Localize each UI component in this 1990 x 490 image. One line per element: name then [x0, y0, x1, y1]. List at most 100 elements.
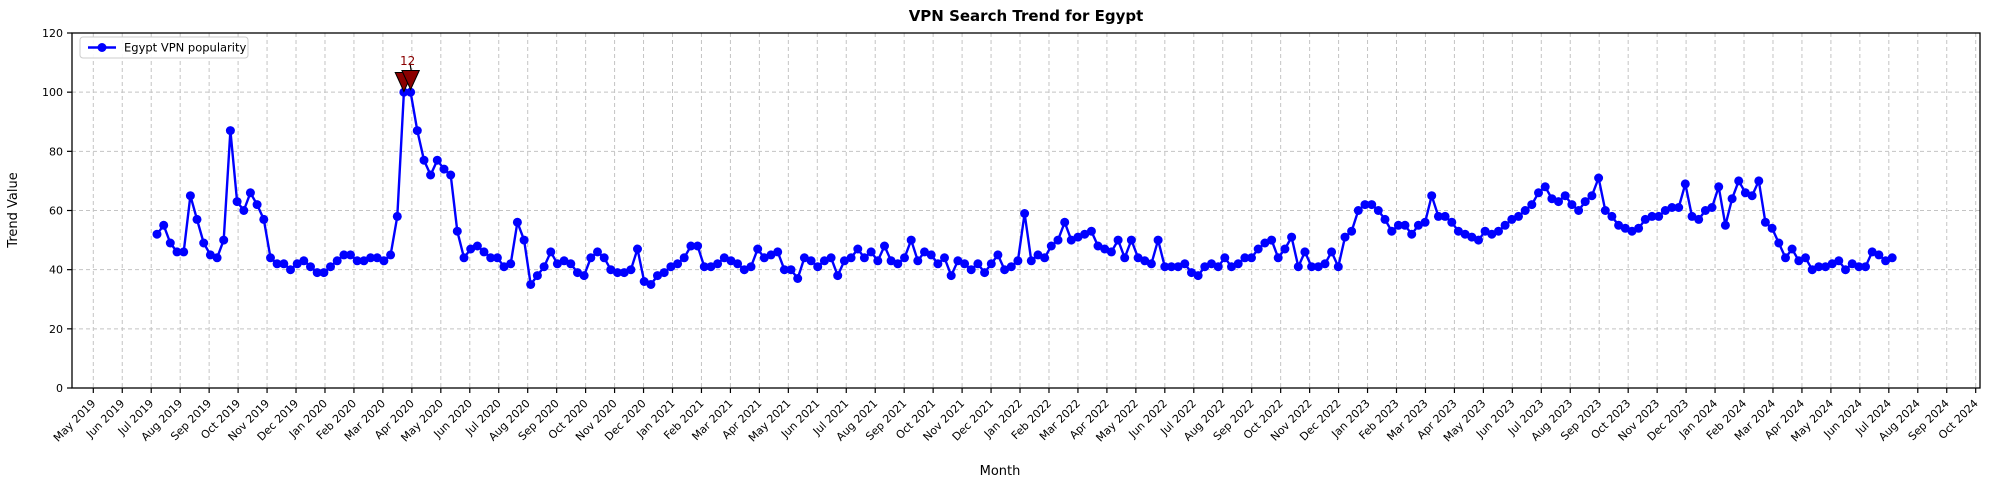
data-point-marker: [1347, 226, 1357, 236]
data-point-marker: [472, 241, 482, 251]
data-point-marker: [1447, 217, 1457, 227]
data-point-marker: [719, 253, 729, 263]
data-point-marker: [773, 247, 783, 257]
data-point-marker: [1120, 253, 1130, 263]
grid-layer: [72, 32, 1980, 389]
data-point-marker: [1640, 214, 1650, 224]
data-point-marker: [859, 253, 869, 263]
data-point-marker: [266, 253, 275, 263]
data-point-marker: [926, 250, 936, 260]
data-point-marker: [1814, 262, 1824, 272]
data-point-marker: [1607, 211, 1617, 221]
data-point-marker: [272, 259, 282, 269]
data-point-marker: [379, 256, 389, 266]
data-point-marker: [406, 87, 416, 97]
data-point-marker: [940, 253, 949, 263]
data-point-marker: [646, 280, 656, 289]
data-point-marker: [1734, 176, 1744, 186]
data-point-marker: [1647, 211, 1657, 221]
data-point-marker: [1587, 191, 1597, 201]
data-point-marker: [1193, 271, 1203, 281]
data-point-marker: [1867, 247, 1877, 257]
data-point-marker: [686, 241, 696, 251]
data-point-marker: [713, 259, 723, 269]
data-point-marker: [866, 247, 876, 257]
data-point-marker: [219, 235, 229, 245]
data-point-marker: [993, 250, 1003, 260]
data-point-marker: [1694, 214, 1704, 224]
data-point-marker: [906, 235, 916, 245]
data-point-marker: [1674, 203, 1684, 212]
data-point-marker: [286, 265, 295, 275]
data-point-marker: [826, 253, 836, 263]
data-point-marker: [1080, 229, 1090, 239]
data-point-marker: [699, 262, 709, 272]
data-point-marker: [1560, 191, 1570, 201]
data-point-marker: [1714, 182, 1724, 192]
data-point-marker: [185, 191, 195, 201]
data-point-marker: [245, 188, 255, 198]
data-point-marker: [873, 256, 883, 266]
data-point-marker: [446, 170, 456, 180]
data-point-marker: [1153, 235, 1163, 245]
data-point-marker: [312, 268, 322, 278]
data-point-marker: [786, 265, 796, 275]
data-point-marker: [1687, 211, 1697, 221]
data-point-marker: [833, 271, 843, 281]
y-tick-label: 60: [49, 205, 63, 218]
data-point-marker: [1854, 262, 1864, 272]
data-point-marker: [1861, 262, 1870, 272]
data-point-marker: [439, 164, 449, 174]
data-point-marker: [1760, 217, 1770, 227]
data-point-marker: [492, 253, 502, 263]
data-point-marker: [766, 250, 776, 260]
data-point-marker: [1480, 226, 1490, 236]
data-point-marker: [839, 256, 849, 266]
data-point-marker: [1834, 256, 1844, 266]
data-point-marker: [1534, 188, 1543, 198]
data-point-marker: [1787, 244, 1797, 254]
data-point-marker: [813, 262, 823, 272]
data-point-marker: [299, 256, 309, 266]
data-point-marker: [1333, 262, 1343, 272]
data-point-marker: [1420, 217, 1430, 227]
data-point-marker: [853, 244, 863, 254]
data-point-marker: [1500, 220, 1510, 230]
data-point-marker: [1040, 253, 1050, 263]
data-point-marker: [933, 259, 943, 269]
y-tick-label: 20: [49, 323, 63, 336]
data-point-marker: [960, 259, 970, 269]
data-point-marker: [1634, 223, 1644, 233]
data-point-marker: [1527, 200, 1537, 210]
data-point-marker: [1126, 235, 1136, 245]
data-point-marker: [1494, 226, 1503, 236]
data-point-marker: [1720, 220, 1730, 230]
data-point-marker: [1180, 259, 1190, 269]
data-point-marker: [1754, 176, 1764, 186]
data-point-marker: [1507, 214, 1517, 224]
data-point-marker: [326, 262, 335, 272]
data-point-marker: [880, 241, 889, 251]
data-point-marker: [212, 253, 222, 263]
data-point-marker: [1086, 226, 1096, 236]
data-point-marker: [1427, 191, 1437, 201]
data-point-marker: [1380, 214, 1390, 224]
data-point-marker: [1367, 200, 1377, 210]
data-point-marker: [953, 256, 963, 266]
data-point-marker: [1841, 265, 1850, 275]
data-point-marker: [806, 256, 816, 266]
data-point-marker: [539, 262, 549, 272]
data-point-marker: [846, 253, 856, 263]
data-point-marker: [1066, 235, 1076, 245]
data-point-marker: [452, 226, 462, 236]
data-point-marker: [1240, 253, 1250, 263]
data-point-marker: [1767, 223, 1777, 233]
data-point-marker: [733, 259, 743, 269]
data-point-marker: [1727, 194, 1737, 204]
y-tick-label: 120: [42, 27, 63, 40]
data-point-marker: [1467, 232, 1477, 242]
data-point-marker: [332, 256, 342, 266]
data-point-marker: [426, 170, 436, 180]
data-point-marker: [252, 200, 262, 210]
data-point-marker: [946, 271, 956, 281]
